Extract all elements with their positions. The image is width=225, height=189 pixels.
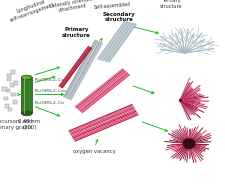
Text: Primary
structure: Primary structure [62, 27, 91, 38]
Text: Ru/OMS-2-C$_{out}$: Ru/OMS-2-C$_{out}$ [34, 88, 67, 95]
Text: Secondary
structure: Secondary structure [103, 12, 136, 22]
Bar [6, 89, 10, 92]
Bar [11, 93, 16, 96]
Circle shape [183, 139, 195, 148]
Bar [4, 97, 8, 100]
Ellipse shape [21, 75, 32, 80]
Text: Tertiary
structure: Tertiary structure [160, 0, 182, 9]
Bar [21, 77, 32, 113]
Bar [13, 100, 17, 104]
Bar [11, 70, 15, 74]
Bar [5, 104, 9, 108]
Text: oxygen vacancy: oxygen vacancy [73, 149, 116, 154]
Bar [14, 81, 18, 85]
Text: Ru/OMS-2-C$_{in}$: Ru/OMS-2-C$_{in}$ [34, 99, 65, 107]
Text: Longitudinal
self-rearrangement: Longitudinal self-rearrangement [7, 0, 56, 23]
Text: Ru/OMS-2-C$_{in}$: Ru/OMS-2-C$_{in}$ [34, 77, 65, 84]
Bar [8, 108, 12, 111]
Bar [7, 78, 11, 81]
Text: Self-assembled: Self-assembled [94, 2, 131, 10]
Ellipse shape [21, 111, 32, 116]
Bar [2, 87, 7, 91]
Bar [7, 74, 11, 77]
Text: Precursors and
primary grains: Precursors and primary grains [0, 119, 33, 130]
Text: Laterally oriented
attachment: Laterally oriented attachment [50, 0, 94, 15]
Text: 0.49 nm
(200): 0.49 nm (200) [18, 119, 40, 130]
Bar [10, 83, 14, 87]
